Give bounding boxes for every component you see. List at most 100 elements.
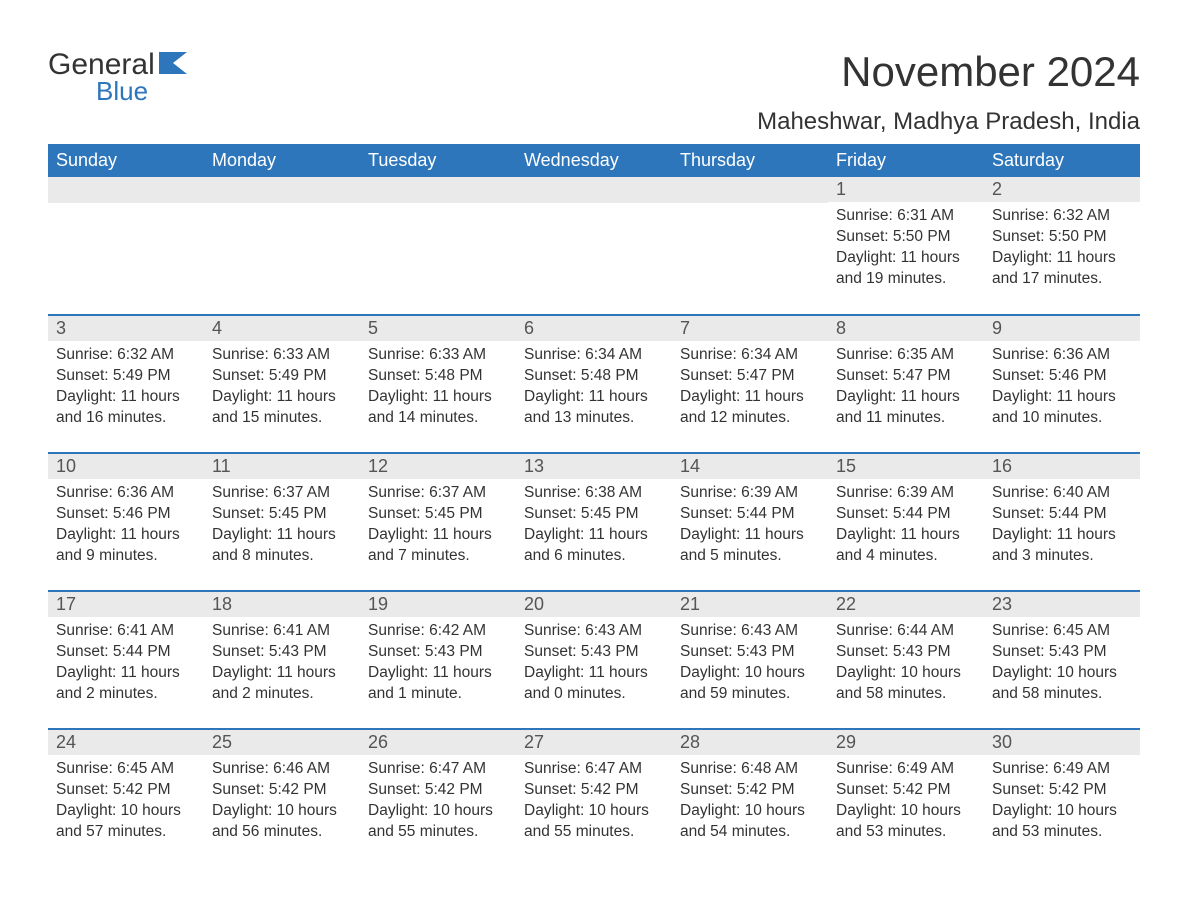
daylight-text: Daylight: 10 hours and 56 minutes. — [212, 801, 352, 843]
calendar-cell: 24Sunrise: 6:45 AMSunset: 5:42 PMDayligh… — [48, 729, 204, 867]
sunrise-text: Sunrise: 6:38 AM — [524, 483, 664, 504]
calendar-cell: 23Sunrise: 6:45 AMSunset: 5:43 PMDayligh… — [984, 591, 1140, 729]
sunset-text: Sunset: 5:44 PM — [56, 642, 196, 663]
daylight-text: Daylight: 11 hours and 12 minutes. — [680, 387, 820, 429]
calendar-cell: 19Sunrise: 6:42 AMSunset: 5:43 PMDayligh… — [360, 591, 516, 729]
calendar-cell — [360, 177, 516, 315]
calendar-week-row: 10Sunrise: 6:36 AMSunset: 5:46 PMDayligh… — [48, 453, 1140, 591]
day-number: 27 — [516, 730, 672, 755]
sunset-text: Sunset: 5:43 PM — [212, 642, 352, 663]
header: General Blue November 2024 Maheshwar, Ma… — [48, 48, 1140, 136]
daylight-text: Daylight: 10 hours and 59 minutes. — [680, 663, 820, 705]
calendar-cell: 2Sunrise: 6:32 AMSunset: 5:50 PMDaylight… — [984, 177, 1140, 315]
sunset-text: Sunset: 5:42 PM — [836, 780, 976, 801]
day-number-empty — [516, 177, 672, 203]
day-number: 7 — [672, 316, 828, 341]
calendar-cell: 1Sunrise: 6:31 AMSunset: 5:50 PMDaylight… — [828, 177, 984, 315]
day-details: Sunrise: 6:48 AMSunset: 5:42 PMDaylight:… — [672, 755, 828, 851]
sunrise-text: Sunrise: 6:45 AM — [992, 621, 1132, 642]
calendar-cell: 15Sunrise: 6:39 AMSunset: 5:44 PMDayligh… — [828, 453, 984, 591]
day-header: Monday — [204, 144, 360, 177]
calendar-cell: 5Sunrise: 6:33 AMSunset: 5:48 PMDaylight… — [360, 315, 516, 453]
sunrise-text: Sunrise: 6:49 AM — [992, 759, 1132, 780]
day-number: 28 — [672, 730, 828, 755]
sunrise-text: Sunrise: 6:37 AM — [212, 483, 352, 504]
sunset-text: Sunset: 5:43 PM — [680, 642, 820, 663]
day-details: Sunrise: 6:43 AMSunset: 5:43 PMDaylight:… — [672, 617, 828, 713]
day-header-row: Sunday Monday Tuesday Wednesday Thursday… — [48, 144, 1140, 177]
day-number-empty — [672, 177, 828, 203]
daylight-text: Daylight: 11 hours and 6 minutes. — [524, 525, 664, 567]
day-details: Sunrise: 6:41 AMSunset: 5:44 PMDaylight:… — [48, 617, 204, 713]
day-details: Sunrise: 6:37 AMSunset: 5:45 PMDaylight:… — [204, 479, 360, 575]
day-number: 18 — [204, 592, 360, 617]
sunrise-text: Sunrise: 6:39 AM — [680, 483, 820, 504]
day-number: 9 — [984, 316, 1140, 341]
day-details: Sunrise: 6:45 AMSunset: 5:43 PMDaylight:… — [984, 617, 1140, 713]
daylight-text: Daylight: 10 hours and 55 minutes. — [368, 801, 508, 843]
sunrise-text: Sunrise: 6:37 AM — [368, 483, 508, 504]
location-subtitle: Maheshwar, Madhya Pradesh, India — [757, 108, 1140, 136]
sunset-text: Sunset: 5:49 PM — [212, 366, 352, 387]
day-details: Sunrise: 6:43 AMSunset: 5:43 PMDaylight:… — [516, 617, 672, 713]
calendar-cell: 29Sunrise: 6:49 AMSunset: 5:42 PMDayligh… — [828, 729, 984, 867]
day-header: Thursday — [672, 144, 828, 177]
sunset-text: Sunset: 5:42 PM — [524, 780, 664, 801]
calendar-cell: 8Sunrise: 6:35 AMSunset: 5:47 PMDaylight… — [828, 315, 984, 453]
day-number: 13 — [516, 454, 672, 479]
day-details: Sunrise: 6:36 AMSunset: 5:46 PMDaylight:… — [984, 341, 1140, 437]
sunset-text: Sunset: 5:45 PM — [368, 504, 508, 525]
sunrise-text: Sunrise: 6:40 AM — [992, 483, 1132, 504]
sunset-text: Sunset: 5:42 PM — [992, 780, 1132, 801]
daylight-text: Daylight: 11 hours and 7 minutes. — [368, 525, 508, 567]
sunrise-text: Sunrise: 6:33 AM — [212, 345, 352, 366]
sunrise-text: Sunrise: 6:34 AM — [524, 345, 664, 366]
calendar-cell — [516, 177, 672, 315]
sunrise-text: Sunrise: 6:48 AM — [680, 759, 820, 780]
calendar-cell: 12Sunrise: 6:37 AMSunset: 5:45 PMDayligh… — [360, 453, 516, 591]
calendar-cell: 30Sunrise: 6:49 AMSunset: 5:42 PMDayligh… — [984, 729, 1140, 867]
day-number-empty — [204, 177, 360, 203]
calendar-cell: 13Sunrise: 6:38 AMSunset: 5:45 PMDayligh… — [516, 453, 672, 591]
daylight-text: Daylight: 11 hours and 8 minutes. — [212, 525, 352, 567]
sunrise-text: Sunrise: 6:47 AM — [524, 759, 664, 780]
day-number: 3 — [48, 316, 204, 341]
day-header: Friday — [828, 144, 984, 177]
sunrise-text: Sunrise: 6:34 AM — [680, 345, 820, 366]
calendar-week-row: 17Sunrise: 6:41 AMSunset: 5:44 PMDayligh… — [48, 591, 1140, 729]
day-header: Tuesday — [360, 144, 516, 177]
calendar-cell: 3Sunrise: 6:32 AMSunset: 5:49 PMDaylight… — [48, 315, 204, 453]
day-number: 24 — [48, 730, 204, 755]
day-details: Sunrise: 6:37 AMSunset: 5:45 PMDaylight:… — [360, 479, 516, 575]
daylight-text: Daylight: 10 hours and 54 minutes. — [680, 801, 820, 843]
sunset-text: Sunset: 5:43 PM — [836, 642, 976, 663]
sunset-text: Sunset: 5:48 PM — [524, 366, 664, 387]
calendar-cell — [204, 177, 360, 315]
sunset-text: Sunset: 5:43 PM — [992, 642, 1132, 663]
sunset-text: Sunset: 5:47 PM — [680, 366, 820, 387]
day-details: Sunrise: 6:39 AMSunset: 5:44 PMDaylight:… — [828, 479, 984, 575]
sunset-text: Sunset: 5:42 PM — [212, 780, 352, 801]
day-number: 30 — [984, 730, 1140, 755]
calendar-cell: 4Sunrise: 6:33 AMSunset: 5:49 PMDaylight… — [204, 315, 360, 453]
day-number: 26 — [360, 730, 516, 755]
calendar-cell: 25Sunrise: 6:46 AMSunset: 5:42 PMDayligh… — [204, 729, 360, 867]
daylight-text: Daylight: 11 hours and 2 minutes. — [56, 663, 196, 705]
day-number: 4 — [204, 316, 360, 341]
day-number-empty — [48, 177, 204, 203]
day-number: 6 — [516, 316, 672, 341]
day-number: 20 — [516, 592, 672, 617]
sunrise-text: Sunrise: 6:31 AM — [836, 206, 976, 227]
day-details: Sunrise: 6:33 AMSunset: 5:48 PMDaylight:… — [360, 341, 516, 437]
day-details: Sunrise: 6:49 AMSunset: 5:42 PMDaylight:… — [984, 755, 1140, 851]
daylight-text: Daylight: 11 hours and 5 minutes. — [680, 525, 820, 567]
day-details: Sunrise: 6:40 AMSunset: 5:44 PMDaylight:… — [984, 479, 1140, 575]
sunset-text: Sunset: 5:49 PM — [56, 366, 196, 387]
day-number: 29 — [828, 730, 984, 755]
day-header: Sunday — [48, 144, 204, 177]
daylight-text: Daylight: 11 hours and 14 minutes. — [368, 387, 508, 429]
sunset-text: Sunset: 5:45 PM — [212, 504, 352, 525]
daylight-text: Daylight: 10 hours and 53 minutes. — [836, 801, 976, 843]
calendar-cell: 20Sunrise: 6:43 AMSunset: 5:43 PMDayligh… — [516, 591, 672, 729]
daylight-text: Daylight: 10 hours and 55 minutes. — [524, 801, 664, 843]
